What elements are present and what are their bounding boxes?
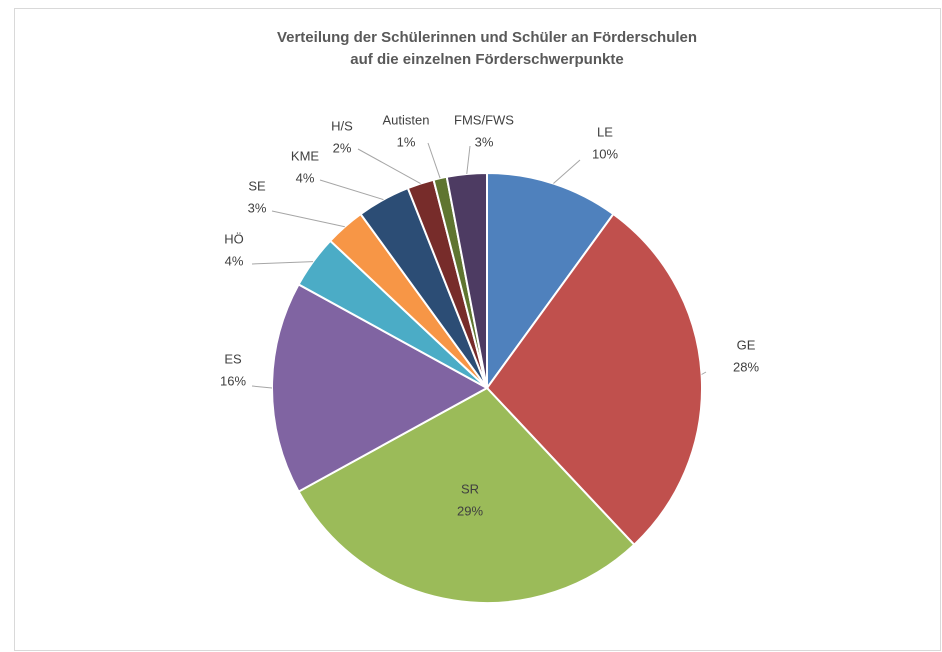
slice-label: HÖ [224, 231, 244, 246]
pie-slice [297, 386, 636, 604]
slice-value-label: 16% [220, 373, 246, 388]
leader-line [319, 179, 384, 201]
leader-line [427, 142, 441, 179]
slice-label: SR [461, 481, 479, 496]
slice-label: ES [224, 351, 242, 366]
slice-label: FMS/FWS [454, 112, 514, 127]
slice-label: GE [737, 337, 756, 352]
slice-value-label: 10% [592, 146, 618, 161]
slice-label: LE [597, 124, 613, 139]
leader-line [251, 385, 273, 389]
slice-label: H/S [331, 118, 353, 133]
slice-value-label: 2% [333, 140, 352, 155]
slice-value-label: 3% [248, 200, 267, 215]
leader-line [466, 145, 471, 175]
leader-line [553, 159, 581, 184]
slice-value-label: 3% [475, 134, 494, 149]
leader-line [357, 148, 421, 184]
slice-value-label: 4% [296, 170, 315, 185]
chart-title: Verteilung der Schülerinnen und Schüler … [277, 29, 697, 46]
slice-value-label: 29% [457, 503, 483, 518]
slice-value-label: 28% [733, 359, 759, 374]
leader-line [251, 261, 314, 265]
slice-value-label: 4% [225, 253, 244, 268]
leader-line [701, 371, 707, 375]
slice-value-label: 1% [397, 134, 416, 149]
slice-label: SE [248, 178, 266, 193]
slice-label: KME [291, 148, 320, 163]
pie-slice [485, 212, 703, 547]
leader-line [271, 210, 345, 228]
chart-title: auf die einzelnen Förderschwerpunkte [350, 51, 623, 68]
slice-label: Autisten [383, 112, 430, 127]
